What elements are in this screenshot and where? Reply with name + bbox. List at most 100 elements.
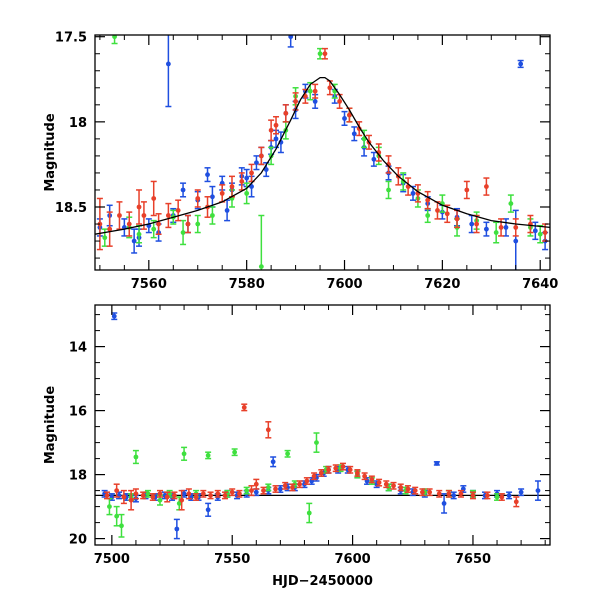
data-point-red — [282, 104, 289, 123]
data-point-red — [171, 491, 178, 500]
data-point-red — [193, 493, 200, 501]
marker — [224, 207, 230, 213]
marker — [112, 35, 117, 40]
data-point-red — [498, 493, 505, 501]
marker — [420, 489, 425, 495]
data-point-blue — [204, 167, 211, 183]
marker — [244, 175, 250, 181]
marker — [371, 156, 377, 162]
data-point-green — [243, 182, 250, 205]
data-point-red — [404, 485, 411, 493]
data-point-red — [164, 491, 171, 503]
data-point-red — [185, 488, 192, 500]
marker — [156, 221, 162, 227]
data-point-blue — [351, 126, 358, 142]
marker — [398, 485, 404, 490]
marker — [376, 480, 382, 485]
data-point-red — [175, 199, 182, 222]
marker — [532, 228, 538, 234]
marker — [140, 493, 146, 498]
y-axis-label: Magnitude — [43, 386, 58, 465]
data-point-blue — [173, 518, 180, 540]
marker — [297, 481, 303, 487]
marker — [195, 196, 201, 201]
marker — [179, 497, 185, 503]
data-point-green — [313, 432, 320, 453]
data-point-red — [457, 489, 464, 498]
marker — [210, 194, 215, 200]
marker — [186, 491, 192, 497]
data-point-red — [483, 177, 490, 196]
data-point-green — [106, 497, 113, 516]
marker — [157, 497, 163, 503]
data-point-red — [383, 480, 390, 489]
x-tick-label: 7550 — [214, 552, 250, 567]
data-point-red — [390, 481, 397, 490]
marker — [239, 179, 245, 184]
marker — [317, 51, 323, 57]
marker — [451, 493, 457, 498]
marker — [326, 467, 331, 473]
data-point-red — [184, 214, 191, 234]
marker — [508, 201, 514, 206]
data-point-blue — [270, 456, 277, 468]
marker — [273, 136, 279, 142]
marker — [446, 491, 452, 497]
marker — [458, 491, 464, 497]
data-point-red — [194, 189, 201, 208]
data-point-red — [253, 478, 260, 490]
data-point-green — [306, 502, 313, 524]
data-point-red — [292, 92, 299, 111]
marker — [253, 489, 259, 495]
marker — [441, 501, 447, 506]
marker — [244, 488, 250, 493]
marker — [282, 483, 288, 489]
data-point-blue — [534, 480, 541, 501]
data-point-green — [111, 35, 118, 45]
data-point-blue — [517, 59, 524, 69]
data-point-green — [180, 219, 187, 246]
data-point-green — [317, 47, 324, 60]
marker — [485, 493, 490, 498]
y-axis-label: Magnitude — [43, 113, 58, 192]
data-point-blue — [121, 218, 128, 237]
marker — [244, 190, 250, 196]
marker — [229, 184, 235, 189]
marker — [249, 170, 254, 176]
data-point-blue — [370, 151, 377, 167]
marker — [265, 485, 271, 490]
marker — [513, 499, 519, 505]
data-point-red — [178, 489, 185, 511]
marker — [232, 449, 238, 455]
data-point-blue — [441, 493, 448, 514]
marker — [131, 238, 137, 244]
marker — [219, 190, 225, 196]
data-point-green — [205, 451, 212, 460]
marker — [165, 61, 171, 67]
data-point-red — [219, 184, 226, 203]
plot-area — [95, 35, 550, 270]
data-point-red — [303, 477, 310, 485]
marker — [369, 477, 375, 482]
marker — [111, 313, 117, 319]
data-point-green — [258, 214, 265, 270]
marker — [205, 453, 211, 458]
data-point-blue — [131, 228, 138, 254]
data-point-red — [296, 480, 303, 489]
y-tick-label: 18 — [69, 469, 87, 484]
marker — [273, 486, 278, 492]
marker — [277, 486, 283, 492]
data-point-red — [397, 483, 404, 492]
data-point-red — [113, 483, 120, 498]
panel-top-zoom: 7560 7580 7600 7620 7640 17.5 18 18.5 Magnitude — [43, 31, 558, 292]
data-point-blue — [532, 221, 539, 241]
plot-frame — [94, 34, 551, 271]
marker — [145, 491, 151, 497]
data-point-red — [150, 180, 157, 217]
data-point-red — [512, 218, 519, 237]
data-point-red — [318, 469, 325, 477]
marker — [342, 116, 347, 121]
data-point-blue — [433, 461, 440, 466]
marker — [185, 221, 191, 227]
